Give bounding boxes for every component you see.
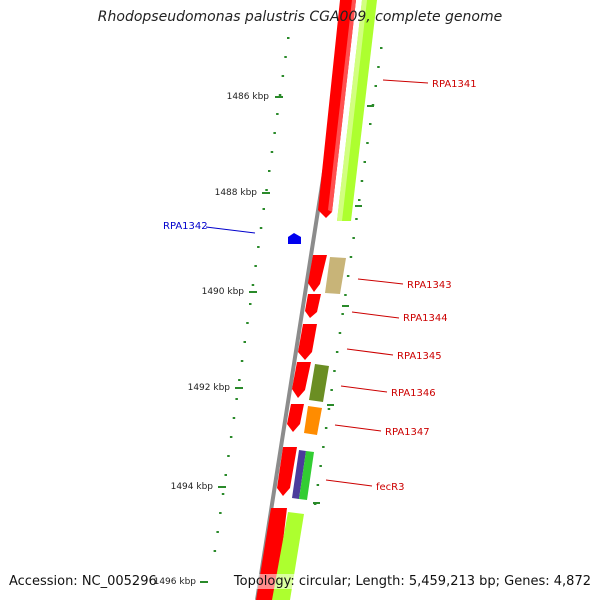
- feature-fecR3-a[interactable]: [292, 450, 306, 499]
- scale-tick-1488: 1488 kbp: [215, 188, 270, 198]
- feature-rpa1346[interactable]: [309, 364, 329, 402]
- cds-arrow-rpa1345[interactable]: [298, 324, 317, 360]
- scale-tick-1492: 1492 kbp: [188, 383, 243, 393]
- scale-tick-label: 1486 kbp: [227, 92, 270, 102]
- accession-label: Accession: NC_005296: [9, 574, 157, 589]
- feature-track: [272, 0, 377, 600]
- feature-rpa1347[interactable]: [304, 406, 322, 435]
- label-leaders: [205, 79, 429, 487]
- scale-tick-label: 1494 kbp: [171, 482, 214, 492]
- cds-arrow-rpa1346[interactable]: [292, 362, 311, 398]
- feature-rpa1342[interactable]: [288, 233, 301, 244]
- cds-arrow-rpa1344[interactable]: [305, 294, 321, 318]
- cds-arrow-fecR3[interactable]: [277, 447, 297, 496]
- gene-label-fecR3[interactable]: fecR3: [376, 482, 404, 493]
- gene-label-rpa1343[interactable]: RPA1343: [407, 280, 452, 291]
- cds-arrow-rpa1347[interactable]: [287, 404, 304, 432]
- cds-arrow-rpa1343[interactable]: [308, 255, 327, 292]
- scale-tick-1490: 1490 kbp: [202, 287, 257, 297]
- scale-tick-1486: 1486 kbp: [227, 92, 283, 102]
- cds-track: [256, 0, 356, 600]
- gene-label-rpa1341[interactable]: RPA1341: [432, 79, 477, 90]
- gene-label-rpa1345[interactable]: RPA1345: [397, 351, 442, 362]
- gene-label-rpa1344[interactable]: RPA1344: [403, 313, 448, 324]
- gene-label-rpa1347[interactable]: RPA1347: [385, 427, 430, 438]
- scale-tick-label: 1490 kbp: [202, 287, 245, 297]
- scale-ring: [213, 37, 383, 552]
- scale-tick-label: 1488 kbp: [215, 188, 258, 198]
- outer-ticks: [313, 105, 374, 504]
- map-title: Rhodopseudomonas palustris CGA009, compl…: [97, 9, 503, 25]
- scale-tick-1494: 1494 kbp: [171, 482, 226, 492]
- scale-tick-label: 1496 kbp: [154, 577, 197, 587]
- gene-label-rpa1342[interactable]: RPA1342: [163, 221, 208, 232]
- gene-label-rpa1346[interactable]: RPA1346: [391, 388, 436, 399]
- feature-fecR3-b[interactable]: [299, 451, 314, 500]
- scale-tick-1496: 1496 kbp: [154, 577, 208, 587]
- scale-tick-label: 1492 kbp: [188, 383, 231, 393]
- genome-summary: Topology: circular; Length: 5,459,213 bp…: [233, 574, 591, 589]
- feature-rpa1343[interactable]: [325, 257, 346, 294]
